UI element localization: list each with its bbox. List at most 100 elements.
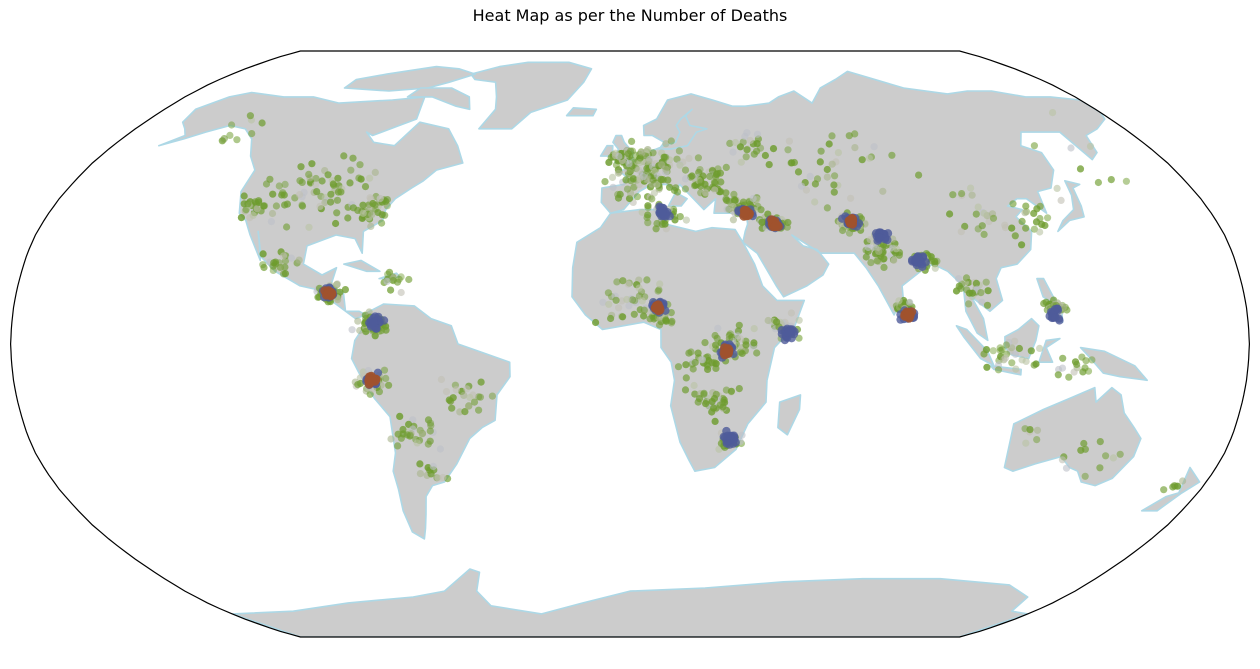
incident-dot: [371, 332, 379, 340]
incident-dot: [982, 278, 990, 286]
incident-dot: [1059, 354, 1067, 362]
incident-dot: [656, 280, 664, 288]
incident-dot: [463, 385, 471, 393]
incident-dot: [825, 140, 833, 148]
incident-dot: [711, 417, 719, 425]
incident-dot: [662, 140, 670, 148]
incident-dot: [961, 222, 969, 230]
incident-dot: [612, 161, 621, 169]
incident-dot: [327, 190, 335, 198]
incident-dot: [915, 171, 923, 179]
incident-dot: [978, 298, 986, 306]
incident-dot: [974, 203, 982, 211]
incident-dot: [643, 164, 651, 172]
incident-dot: [625, 302, 633, 310]
incident-dot: [477, 378, 485, 386]
incident-dot: [980, 209, 988, 217]
incident-dot: [753, 349, 761, 357]
incident-dot: [784, 218, 792, 227]
incident-dot: [622, 176, 630, 184]
incident-dot: [726, 139, 734, 147]
incident-dot: [1070, 368, 1078, 376]
incident-dot: [753, 140, 761, 148]
incident-dot: [644, 202, 652, 210]
incident-dot: [1073, 360, 1081, 369]
incident-dot: [362, 328, 370, 336]
landmass-sulawesi: [1038, 337, 1061, 363]
incident-dot: [312, 181, 320, 189]
incident-dot: [1049, 109, 1057, 117]
incident-dot: [972, 210, 980, 218]
incident-dot: [592, 318, 600, 327]
incident-dot-mid: [784, 328, 793, 337]
incident-dot: [681, 386, 690, 394]
incident-dot: [475, 406, 483, 414]
incident-dot: [955, 282, 963, 290]
incident-dot: [691, 358, 699, 367]
incident-dot: [418, 430, 426, 438]
incident-dot: [327, 198, 335, 206]
incident-dot: [437, 375, 445, 384]
incident-dot: [253, 205, 261, 213]
incident-dot: [628, 137, 636, 145]
incident-dot: [638, 208, 646, 216]
incident-dot: [333, 209, 341, 217]
incident-dot: [811, 198, 819, 206]
incident-dot: [968, 191, 976, 199]
incident-dot: [280, 270, 288, 278]
incident-dot: [248, 130, 256, 138]
incident-dot: [738, 349, 746, 357]
incident-dot: [681, 175, 690, 183]
incident-dot: [866, 236, 874, 244]
incident-dot: [823, 165, 831, 174]
landmass-australia: [1003, 386, 1142, 487]
incident-dot: [714, 165, 722, 173]
incident-dot-mid: [881, 233, 890, 242]
incident-dot: [298, 202, 307, 210]
map-frame: [9, 50, 1251, 638]
incident-dot: [354, 317, 362, 325]
incident-dot: [413, 439, 421, 447]
incident-dot: [735, 385, 743, 393]
incident-dot: [259, 250, 267, 258]
incident-dot: [439, 473, 447, 482]
incident-dot: [723, 205, 731, 213]
incident-dot: [978, 222, 986, 230]
incident-dot: [461, 408, 469, 416]
incident-dot: [1030, 225, 1038, 233]
incident-dot: [1018, 356, 1026, 364]
incident-dot: [436, 445, 444, 453]
incident-dot: [698, 356, 707, 364]
incident-dot: [356, 161, 364, 169]
incident-dot: [737, 158, 745, 166]
incident-dot: [704, 365, 712, 373]
incident-dot: [1053, 184, 1061, 192]
incident-dot: [688, 172, 696, 180]
incident-dot: [394, 442, 402, 450]
incident-dot: [828, 132, 836, 140]
incident-dot: [1009, 200, 1017, 208]
incident-dot: [367, 222, 375, 230]
incident-dot: [269, 262, 277, 270]
incident-dot: [851, 130, 859, 138]
incident-dot: [862, 253, 870, 261]
incident-dot: [685, 154, 693, 162]
incident-dot: [746, 136, 754, 145]
incident-dot-high: [770, 221, 780, 232]
incident-dot: [385, 268, 394, 276]
incident-dot: [1011, 232, 1019, 240]
incident-dot: [655, 286, 663, 294]
incident-dot: [731, 196, 739, 204]
incident-dot: [298, 201, 306, 209]
incident-dot: [260, 263, 268, 272]
incident-dot: [445, 396, 453, 404]
incident-dot: [1065, 373, 1073, 381]
incident-dot: [690, 381, 698, 390]
incident-dot: [662, 317, 670, 325]
incident-dot: [1027, 347, 1035, 355]
incident-dot: [1033, 205, 1041, 213]
incident-dot: [895, 297, 903, 305]
incident-dot: [341, 286, 349, 294]
incident-dot: [429, 462, 437, 470]
incident-dot: [614, 194, 623, 202]
